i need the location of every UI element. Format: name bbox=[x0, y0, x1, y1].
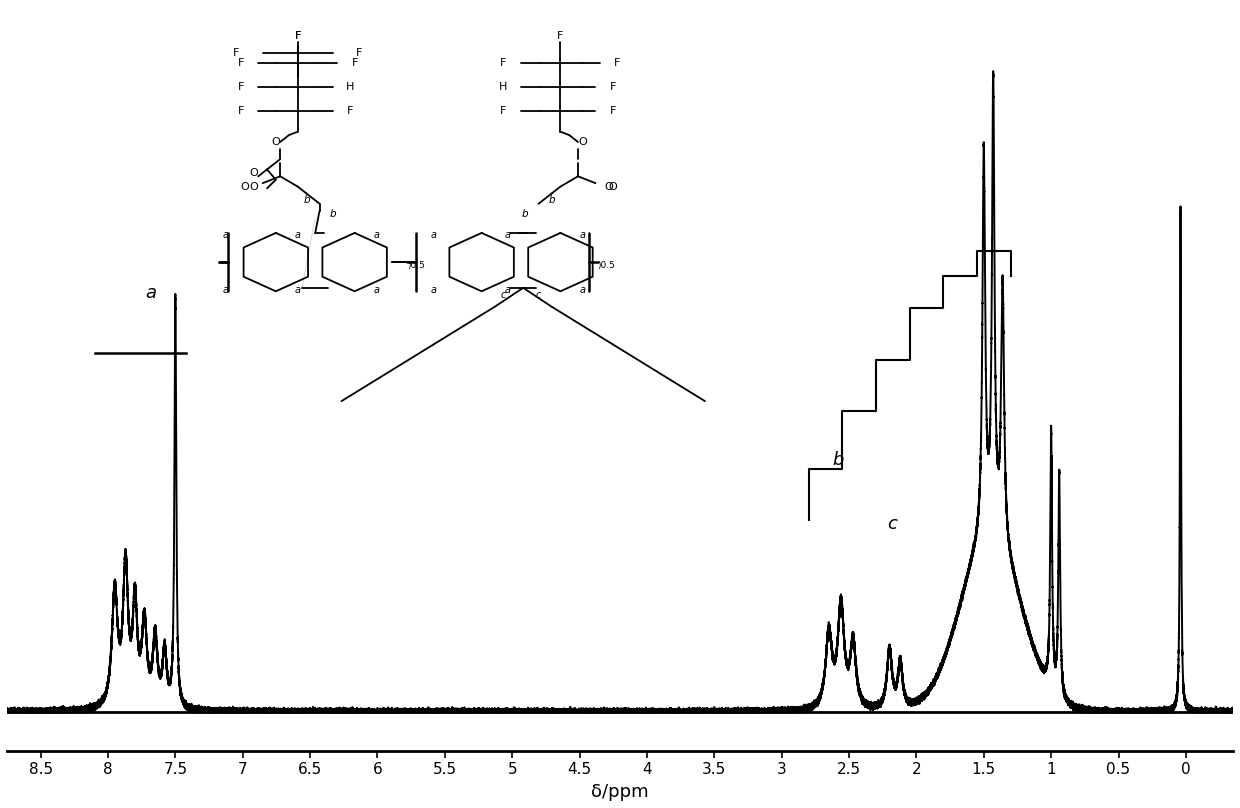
Text: c: c bbox=[888, 515, 897, 532]
X-axis label: δ/ppm: δ/ppm bbox=[591, 783, 649, 801]
Text: a: a bbox=[145, 284, 156, 302]
Text: b: b bbox=[832, 451, 844, 469]
